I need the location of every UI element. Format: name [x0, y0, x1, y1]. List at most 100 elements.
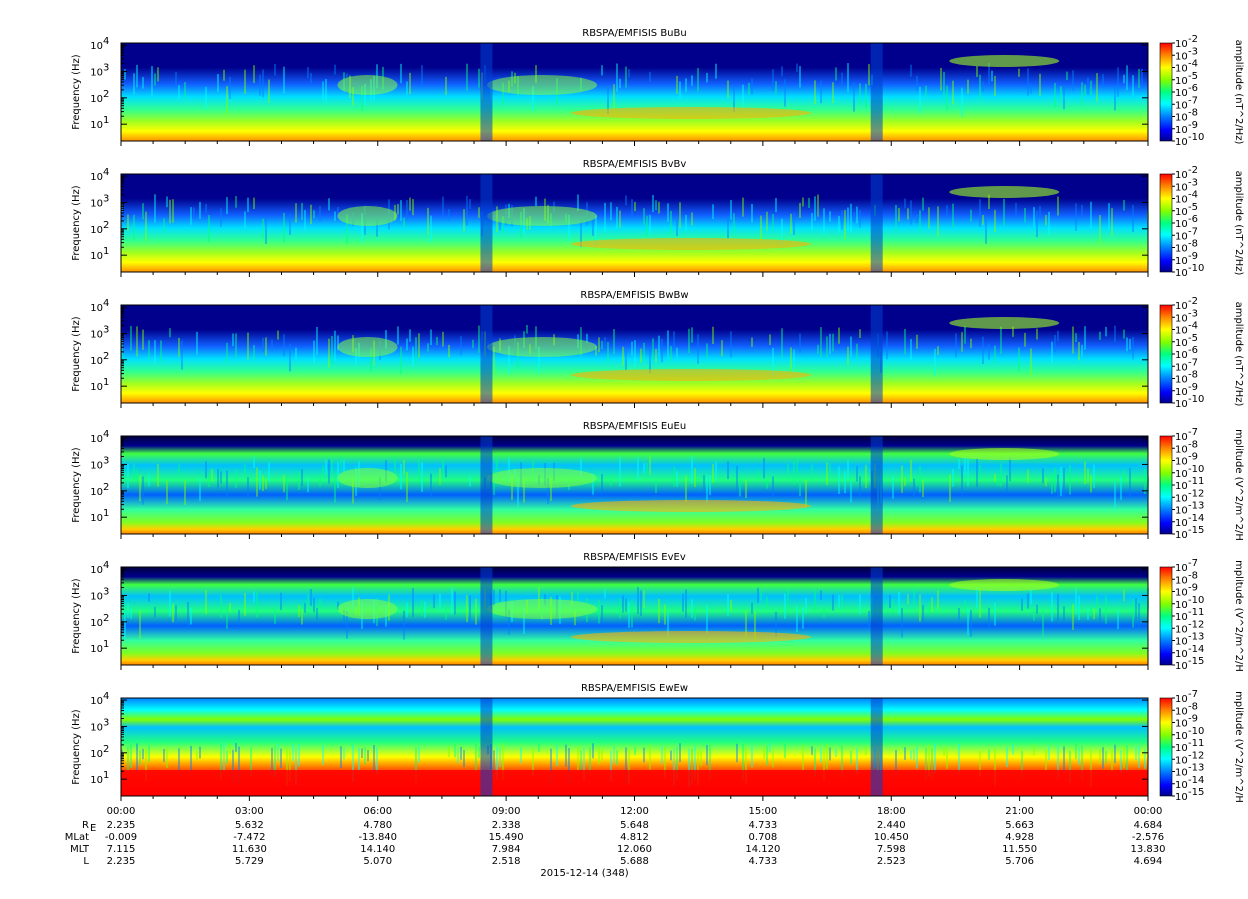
colorbar-tick-label: 10	[1175, 113, 1188, 124]
colorbar-tick-exponent: -3	[1188, 308, 1198, 319]
spectrogram-texture	[121, 698, 1148, 796]
y-axis-label: Frequency (Hz)	[71, 709, 82, 785]
colorbar-tick-exponent: -6	[1188, 345, 1198, 356]
time-tick-label: 18:00	[877, 806, 906, 817]
colorbar-tick-exponent: -7	[1188, 226, 1198, 237]
colorbar-tick-label: 10	[1175, 768, 1188, 779]
spectrogram-texture	[121, 305, 1134, 403]
panel-title: RBSPA/EMFISIS BvBv	[583, 159, 687, 170]
colorbar-tick-exponent: -7	[1188, 95, 1198, 106]
colorbar-tick-label: 10	[1175, 64, 1188, 75]
ephemeris-value: 2.235	[107, 856, 136, 867]
colorbar-tick-label: 10	[1175, 719, 1188, 730]
colorbar-tick-label: 10	[1175, 661, 1188, 672]
y-tick-exponent: 4	[103, 691, 109, 702]
time-tick-label: 03:00	[235, 806, 264, 817]
y-tick-exponent: 4	[103, 36, 109, 47]
colorbar-tick-label: 10	[1175, 387, 1188, 398]
colorbar-tick-exponent: -6	[1188, 83, 1198, 94]
colorbar-tick-label: 10	[1175, 313, 1188, 324]
ephemeris-value: 2.518	[492, 856, 521, 867]
y-tick-label: 10	[90, 94, 103, 105]
colorbar-tick-label: 10	[1175, 256, 1188, 267]
colorbar-tick-exponent: -10	[1188, 595, 1204, 606]
time-tick-label: 00:00	[1134, 806, 1163, 817]
colorbar-tick-label: 10	[1175, 637, 1188, 648]
colorbar-tick-label: 10	[1175, 481, 1188, 492]
colorbar-tick-label: 10	[1175, 530, 1188, 541]
y-tick-exponent: 1	[103, 508, 109, 519]
colorbar-tick-exponent: -13	[1188, 763, 1204, 774]
time-tick-label: 15:00	[748, 806, 777, 817]
colorbar-tick-exponent: -13	[1188, 632, 1204, 643]
colorbar-tick-exponent: -4	[1188, 190, 1198, 201]
colorbar	[1159, 173, 1173, 273]
colorbar-tick-exponent: -4	[1188, 321, 1198, 332]
colorbar-tick-label: 10	[1175, 170, 1188, 181]
colorbar-tick-exponent: -10	[1188, 464, 1204, 475]
time-axis: 00:00 03:00 06:00 09:00 12:00 15:00 18:00 21:00…	[107, 806, 1163, 817]
y-tick-exponent: 1	[103, 377, 109, 388]
colorbar-tick-label: 10	[1175, 182, 1188, 193]
colorbar-tick-exponent: -3	[1188, 177, 1198, 188]
colorbar-tick-label: 10	[1175, 207, 1188, 218]
ephemeris-value: 14.120	[745, 844, 780, 855]
colorbar-tick-exponent: -11	[1188, 476, 1204, 487]
colorbar-tick-exponent: -8	[1188, 239, 1198, 250]
y-tick-exponent: 4	[103, 429, 109, 440]
spectrogram-texture	[127, 436, 1149, 534]
date-label: 2015-12-14 (348)	[540, 868, 628, 879]
ephemeris-value: 2.440	[877, 820, 906, 831]
colorbar-tick-label: 10	[1175, 432, 1188, 443]
ephemeris-value: -7.472	[233, 832, 265, 843]
colorbar-tick-exponent: -8	[1188, 570, 1198, 581]
y-tick-label: 10	[90, 722, 103, 733]
colorbar-tick-label: 10	[1175, 706, 1188, 717]
colorbar	[1159, 566, 1173, 666]
y-tick-label: 10	[90, 251, 103, 262]
colorbar-label: amplitude (nT^2/Hz)	[1233, 171, 1244, 276]
y-tick-exponent: 3	[103, 62, 109, 73]
spectrogram-texture	[121, 174, 1149, 272]
colorbar-tick-exponent: -5	[1188, 202, 1198, 213]
colorbar-tick-label: 10	[1175, 375, 1188, 386]
ephemeris-value: -0.009	[105, 832, 137, 843]
colorbar	[1159, 304, 1173, 404]
colorbar-label: amplitude (nT^2/Hz)	[1233, 40, 1244, 145]
colorbar-tick-label: 10	[1175, 244, 1188, 255]
colorbar-tick-exponent: -9	[1188, 452, 1198, 463]
colorbar-tick-label: 10	[1175, 743, 1188, 754]
ephemeris-value: 14.140	[360, 844, 395, 855]
colorbar-tick-label: 10	[1175, 649, 1188, 660]
colorbar-tick-exponent: -8	[1188, 439, 1198, 450]
y-tick-exponent: 3	[103, 455, 109, 466]
colorbar	[1159, 42, 1173, 142]
y-tick-label: 10	[90, 749, 103, 760]
colorbar-tick-exponent: -15	[1188, 787, 1204, 798]
colorbar-tick-label: 10	[1175, 493, 1188, 504]
colorbar-tick-exponent: -11	[1188, 738, 1204, 749]
colorbar-tick-exponent: -13	[1188, 501, 1204, 512]
spectrogram-texture	[124, 43, 1143, 141]
panel-title: RBSPA/EMFISIS EuEu	[583, 421, 686, 432]
ephemeris-value: 7.984	[492, 844, 521, 855]
ephemeris-label: MLT	[70, 844, 90, 855]
colorbar-tick-exponent: -9	[1188, 251, 1198, 262]
y-tick-exponent: 2	[103, 220, 109, 231]
colorbar-tick-exponent: -9	[1188, 382, 1198, 393]
time-tick-label: 21:00	[1005, 806, 1034, 817]
colorbar-tick-label: 10	[1175, 399, 1188, 410]
colorbar-tick-label: 10	[1175, 231, 1188, 242]
ephemeris-value: 4.684	[1134, 820, 1163, 831]
colorbar-tick-label: 10	[1175, 219, 1188, 230]
ephemeris-value: -13.840	[358, 832, 397, 843]
y-tick-exponent: 4	[103, 560, 109, 571]
ephemeris-label: L	[83, 856, 89, 867]
ephemeris-value: 4.694	[1134, 856, 1163, 867]
y-tick-exponent: 4	[103, 167, 109, 178]
ephemeris-value: 2.338	[492, 820, 521, 831]
ephemeris-table: R E 2.235 5.632 4.780 2.338 5.648 4.733 2.440 5.6…	[65, 820, 1166, 879]
